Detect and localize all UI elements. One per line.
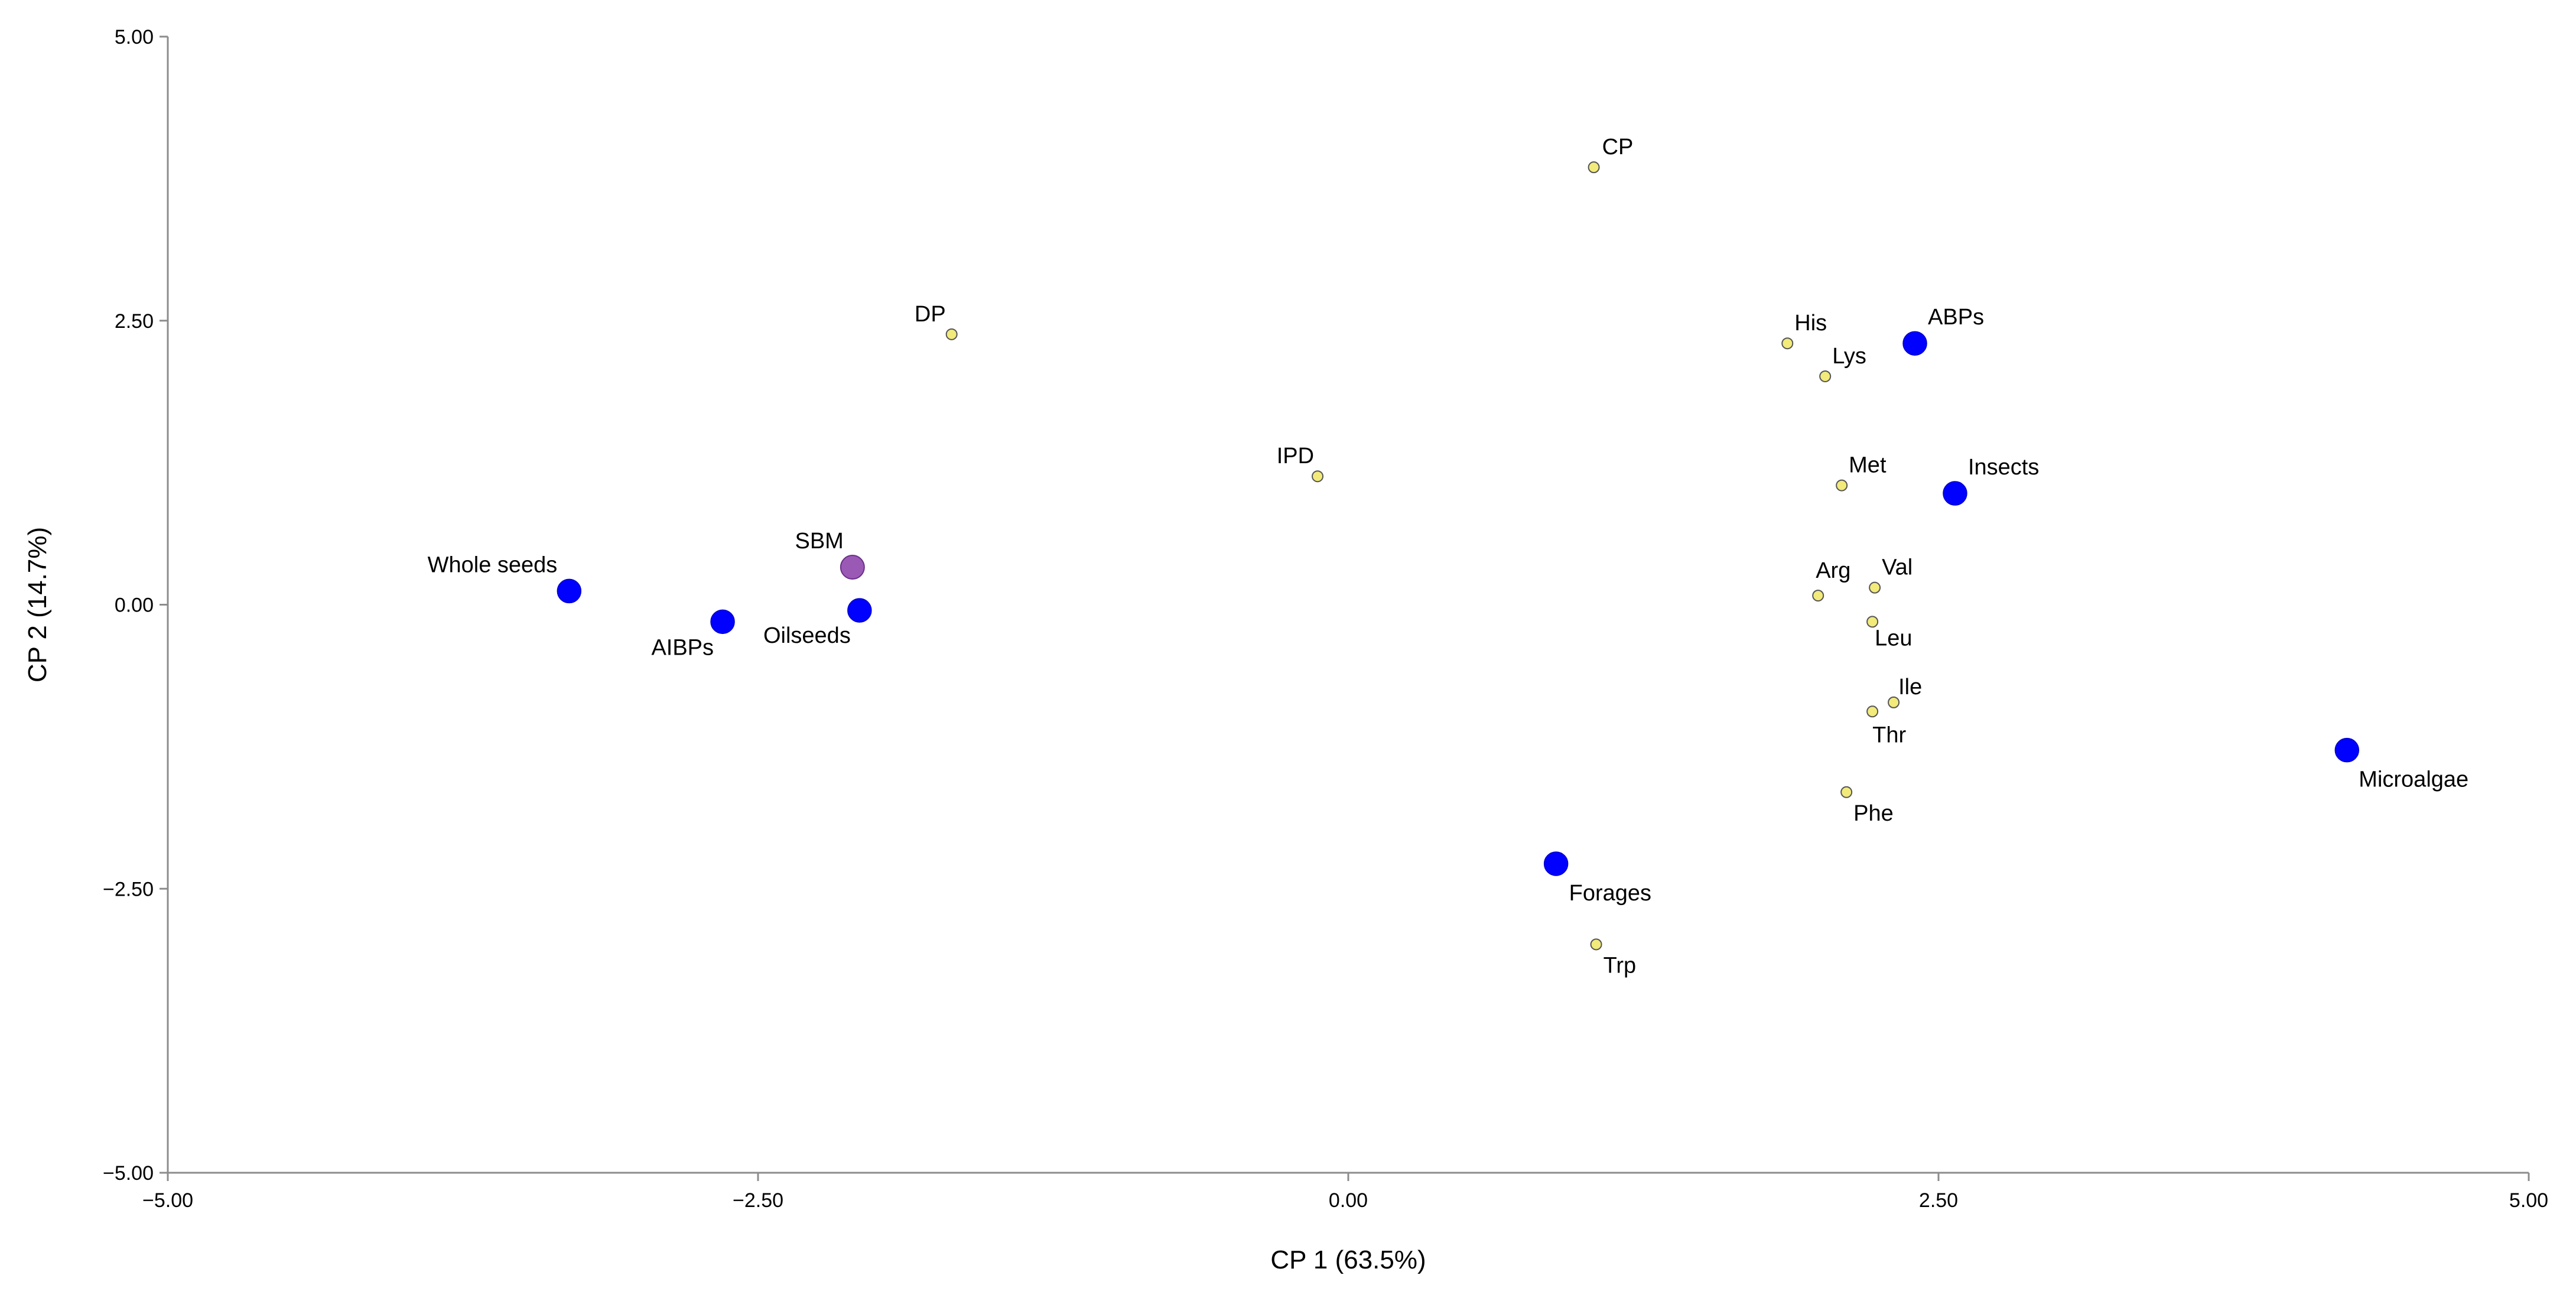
label-sbm: SBM [795, 529, 843, 554]
x-tick-label: −2.50 [733, 1189, 783, 1212]
point-met [1836, 479, 1848, 492]
point-dp [945, 328, 958, 340]
label-his: His [1794, 311, 1827, 336]
label-aibps: AIBPs [651, 635, 714, 660]
x-tick-label: 0.00 [1329, 1189, 1368, 1212]
label-cp: CP [1602, 135, 1634, 160]
x-tick-label: −5.00 [142, 1189, 193, 1212]
label-dp: DP [915, 302, 946, 327]
label-trp: Trp [1604, 953, 1637, 978]
point-oilseeds [847, 598, 872, 623]
point-ipd [1312, 470, 1324, 483]
label-ile: Ile [1898, 675, 1922, 700]
point-leu [1866, 616, 1879, 628]
axes [167, 37, 2529, 1174]
data-points [557, 161, 2360, 951]
point-microalgae [2334, 737, 2360, 763]
label-whole-seeds: Whole seeds [428, 552, 558, 577]
x-tick-label: 2.50 [1919, 1189, 1958, 1212]
point-forages [1543, 851, 1569, 876]
point-sbm [840, 555, 865, 580]
label-phe: Phe [1853, 801, 1894, 826]
point-labels: Whole seeds AIBPs Oilseeds ABPs Insects Micro… [428, 135, 2469, 978]
point-whole-seeds [557, 578, 582, 604]
label-microalgae: Microalgae [2359, 767, 2468, 792]
point-thr [1866, 705, 1879, 718]
label-val: Val [1882, 555, 1913, 580]
point-lys [1819, 370, 1832, 382]
point-trp [1590, 938, 1602, 951]
point-arg [1812, 590, 1824, 602]
label-oilseeds: Oilseeds [763, 623, 851, 648]
point-cp [1588, 161, 1600, 174]
x-axis-title: CP 1 (63.5%) [1270, 1245, 1426, 1274]
label-met: Met [1849, 453, 1887, 478]
label-abps: ABPs [1928, 305, 1984, 330]
y-tick-label: 2.50 [115, 310, 154, 333]
x-tick-label: 5.00 [2509, 1189, 2548, 1212]
point-abps [1902, 331, 1927, 356]
point-phe [1840, 786, 1853, 798]
label-ipd: IPD [1277, 444, 1314, 469]
y-tick-label: 5.00 [115, 26, 154, 48]
label-thr: Thr [1872, 723, 1906, 747]
y-tick-label: −2.50 [103, 878, 154, 900]
label-forages: Forages [1569, 881, 1651, 906]
y-tick-label: 0.00 [115, 594, 154, 617]
point-insects [1943, 481, 1967, 506]
y-tick-label: −5.00 [103, 1162, 154, 1185]
point-aibps [710, 609, 735, 635]
ticks: −5.00 −2.50 0.00 2.50 5.00 5.00 2.50 0.00 −2.50 −… [103, 26, 2548, 1212]
label-lys: Lys [1832, 344, 1866, 369]
point-val [1869, 581, 1881, 594]
label-leu: Leu [1875, 626, 1912, 650]
point-his [1781, 337, 1794, 350]
label-insects: Insects [1968, 455, 2039, 480]
label-arg: Arg [1816, 558, 1850, 583]
y-axis-title: CP 2 (14.7%) [23, 527, 52, 682]
point-ile [1888, 696, 1900, 708]
